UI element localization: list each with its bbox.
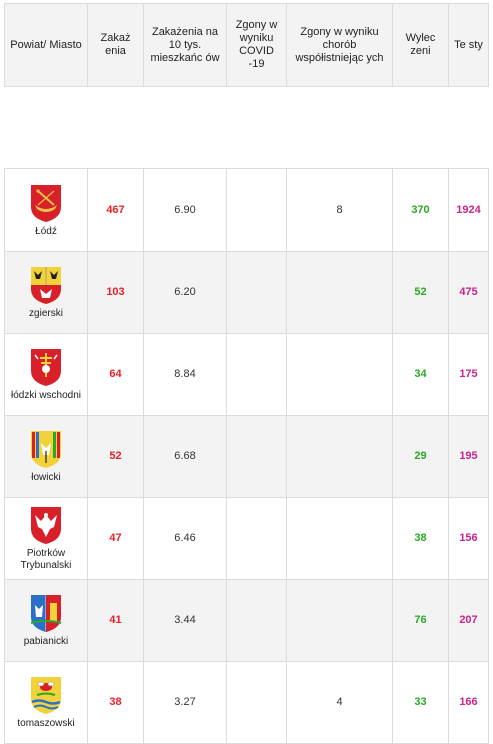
region-cell: łódzki wschodni bbox=[4, 333, 88, 416]
header-deaths-covid: Zgony w wyniku COVID -19 bbox=[226, 3, 287, 87]
header-region: Powiat/ Miasto bbox=[4, 3, 88, 87]
table-row: tomaszowski 38 3.27 4 33 166 bbox=[4, 661, 489, 744]
tests-value: 195 bbox=[448, 415, 489, 498]
recovered-value: 33 bbox=[392, 661, 449, 744]
region-cell: Łódź bbox=[4, 168, 88, 252]
deaths-covid-value bbox=[226, 168, 287, 252]
header-recovered: Wylec zeni bbox=[392, 3, 449, 87]
deaths-comorb-value: 4 bbox=[286, 661, 393, 744]
recovered-value: 76 bbox=[392, 579, 449, 662]
recovered-value: 52 bbox=[392, 251, 449, 334]
header-gap bbox=[4, 86, 489, 169]
region-name: Łódź bbox=[35, 225, 57, 237]
header-per10k: Zakażenia na 10 tys. mieszkańc ów bbox=[143, 3, 227, 87]
region-name: łódzki wschodni bbox=[10, 390, 82, 401]
tests-value: 156 bbox=[448, 497, 489, 580]
zgierski-eagle-crest-icon bbox=[31, 267, 61, 304]
tests-value: 475 bbox=[448, 251, 489, 334]
cases-value: 467 bbox=[87, 168, 144, 252]
cases-value: 52 bbox=[87, 415, 144, 498]
region-name: zgierski bbox=[29, 308, 63, 319]
piotrkow-white-eagle-crest-icon bbox=[31, 507, 61, 544]
covid-stats-table: Powiat/ Miasto Zakaż enia Zakażenia na 1… bbox=[4, 3, 489, 744]
region-cell: łowicki bbox=[4, 415, 88, 498]
deaths-comorb-value bbox=[286, 251, 393, 334]
region-cell: pabianicki bbox=[4, 579, 88, 662]
lodzki-wschodni-cross-crest-icon bbox=[31, 349, 61, 386]
tests-value: 175 bbox=[448, 333, 489, 416]
header-deaths-comorb: Zgony w wyniku chorób współistniejąc ych bbox=[286, 3, 393, 87]
tests-value: 1924 bbox=[448, 168, 489, 252]
table-row: Piotrków Trybunalski 47 6.46 38 156 bbox=[4, 497, 489, 580]
region-cell: Piotrków Trybunalski bbox=[4, 497, 88, 580]
per10k-value: 3.44 bbox=[143, 579, 227, 662]
per10k-value: 3.27 bbox=[143, 661, 227, 744]
deaths-comorb-value bbox=[286, 415, 393, 498]
lowicki-striped-crest-icon bbox=[31, 431, 61, 468]
cases-value: 38 bbox=[87, 661, 144, 744]
per10k-value: 6.68 bbox=[143, 415, 227, 498]
pabianicki-crest-icon bbox=[30, 595, 62, 632]
recovered-value: 34 bbox=[392, 333, 449, 416]
tests-value: 207 bbox=[448, 579, 489, 662]
cases-value: 41 bbox=[87, 579, 144, 662]
region-name: Piotrków Trybunalski bbox=[20, 548, 72, 571]
region-name: łowicki bbox=[31, 472, 61, 483]
table-row: Łódź 467 6.90 8 370 1924 bbox=[4, 168, 489, 252]
per10k-value: 8.84 bbox=[143, 333, 227, 416]
lodz-boat-crest-icon bbox=[31, 184, 61, 222]
header-row: Powiat/ Miasto Zakaż enia Zakażenia na 1… bbox=[4, 3, 489, 87]
recovered-value: 38 bbox=[392, 497, 449, 580]
header-cases: Zakaż enia bbox=[87, 3, 144, 87]
deaths-covid-value bbox=[226, 661, 287, 744]
per10k-value: 6.46 bbox=[143, 497, 227, 580]
tests-value: 166 bbox=[448, 661, 489, 744]
table-row: łódzki wschodni 64 8.84 34 175 bbox=[4, 333, 489, 416]
cases-value: 103 bbox=[87, 251, 144, 334]
table-row: zgierski 103 6.20 52 475 bbox=[4, 251, 489, 334]
cases-value: 64 bbox=[87, 333, 144, 416]
per10k-value: 6.20 bbox=[143, 251, 227, 334]
per10k-value: 6.90 bbox=[143, 168, 227, 252]
deaths-comorb-value bbox=[286, 497, 393, 580]
region-cell: tomaszowski bbox=[4, 661, 88, 744]
recovered-value: 370 bbox=[392, 168, 449, 252]
region-cell: zgierski bbox=[4, 251, 88, 334]
recovered-value: 29 bbox=[392, 415, 449, 498]
table-row: łowicki 52 6.68 29 195 bbox=[4, 415, 489, 498]
region-name: pabianicki bbox=[23, 636, 69, 647]
deaths-comorb-value bbox=[286, 579, 393, 662]
deaths-comorb-value bbox=[286, 333, 393, 416]
region-name: tomaszowski bbox=[17, 718, 75, 729]
deaths-covid-value bbox=[226, 415, 287, 498]
deaths-comorb-value: 8 bbox=[286, 168, 393, 252]
deaths-covid-value bbox=[226, 251, 287, 334]
table-row: pabianicki 41 3.44 76 207 bbox=[4, 579, 489, 662]
cases-value: 47 bbox=[87, 497, 144, 580]
deaths-covid-value bbox=[226, 579, 287, 662]
header-tests: Te sty bbox=[448, 3, 489, 87]
tomaszowski-bee-crest-icon bbox=[31, 677, 61, 714]
deaths-covid-value bbox=[226, 333, 287, 416]
deaths-covid-value bbox=[226, 497, 287, 580]
